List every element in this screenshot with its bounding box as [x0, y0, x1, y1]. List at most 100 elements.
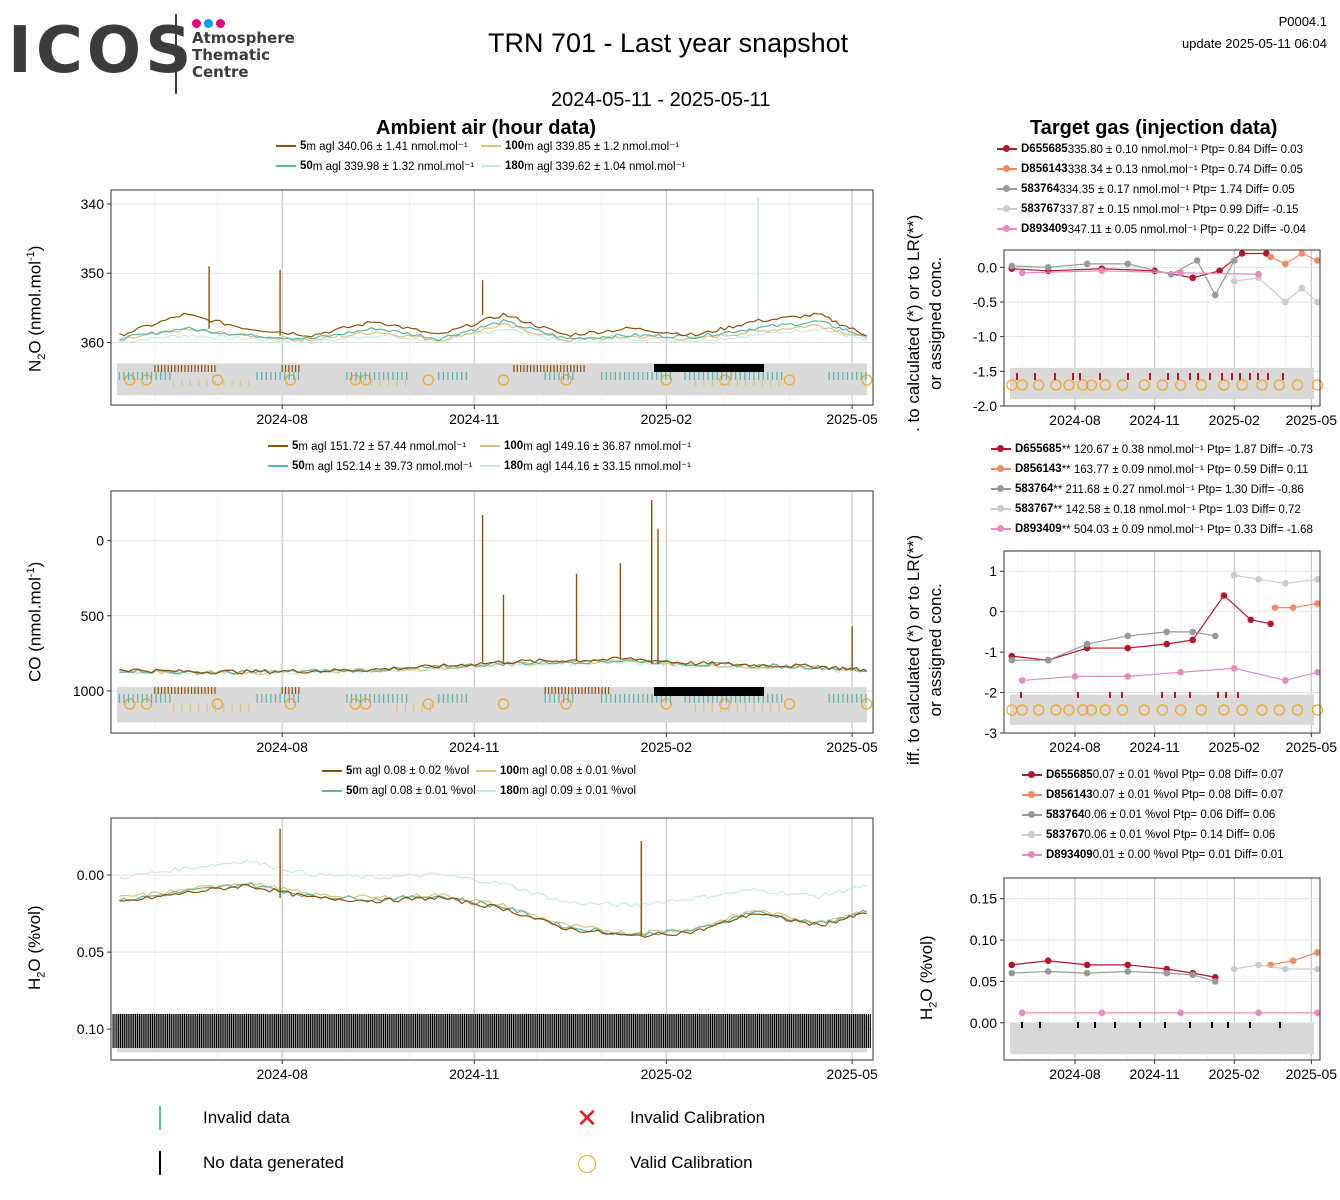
calibration-marker: [1117, 704, 1129, 716]
doc-id: P0004.1: [1278, 14, 1327, 29]
y-tick-label: 0.05: [77, 944, 104, 960]
data-point: [1189, 636, 1197, 644]
legend-entry: 583764 0.06 ± 0.01 %vol Ptp= 0.06 Diff= …: [1022, 805, 1284, 825]
calibration-marker: [1063, 379, 1075, 391]
series-line: [1234, 277, 1318, 303]
data-point: [1314, 1009, 1321, 1017]
y-tick-label: 1000: [73, 683, 104, 699]
logo-dot: [204, 19, 213, 28]
x-tick-label: 2025-05: [826, 1066, 878, 1082]
y-tick-label: -1.5: [973, 363, 997, 379]
data-point: [1163, 628, 1171, 636]
legend-entry: 583764 334.35 ± 0.17 nmol.mol⁻¹ Ptp= 1.7…: [997, 179, 1306, 199]
series-line: [1011, 631, 1216, 661]
y-tick-label: 500: [81, 608, 105, 624]
data-point: [1044, 957, 1052, 965]
data-point: [1018, 677, 1026, 684]
calibration-marker: [1156, 379, 1169, 391]
data-point: [1177, 669, 1184, 676]
y-tick-label: 340: [81, 196, 105, 212]
x-tick-label: 2025-02: [641, 1066, 693, 1082]
data-point: [1177, 269, 1184, 277]
series-line: [119, 328, 868, 345]
legend-entry: 100 m agl 0.08 ± 0.01 %vol: [476, 765, 636, 777]
data-point: [1314, 298, 1321, 306]
no-data-block: [654, 687, 764, 696]
y-tick-label: -0.5: [973, 294, 997, 310]
data-point: [1008, 961, 1016, 969]
x-tick-label: 2025-05: [826, 739, 878, 755]
data-point: [1230, 664, 1238, 672]
series-line: [1234, 574, 1318, 584]
series-line: [1022, 270, 1259, 275]
calibration-marker: [1099, 379, 1111, 391]
data-point: [1255, 961, 1262, 969]
calibration-marker: [497, 374, 510, 386]
legend-swatch: [480, 445, 500, 447]
legend-entry: 50 m agl 339.98 ± 1.32 nmol.mol⁻¹: [276, 159, 474, 173]
y-tick-label: 0.00: [77, 867, 104, 883]
legend-entry: 50 m agl 0.08 ± 0.01 %vol: [322, 785, 476, 797]
y-tick-label: 0.10: [970, 932, 997, 948]
calibration-marker: [1138, 379, 1150, 391]
no-data-blocks: [654, 364, 764, 696]
h2o-no-data-strip: [112, 1014, 871, 1048]
plot-frame: [110, 490, 874, 734]
data-point: [1314, 669, 1321, 676]
legend-swatch: [276, 165, 296, 167]
data-point: [1282, 677, 1289, 684]
legend-entry: 180 m agl 0.09 ± 0.01 %vol: [476, 785, 636, 797]
x-tick-label: 2024-08: [256, 411, 308, 427]
x-tick-label: 2024-08: [1049, 412, 1101, 428]
y-tick-label: -3: [985, 725, 998, 741]
plot-frame: [1003, 877, 1321, 1061]
calibration-marker: [1077, 704, 1089, 716]
data-point: [1271, 604, 1279, 611]
data-point: [1177, 1009, 1184, 1017]
data-point: [1018, 269, 1026, 277]
logo-line: Centre: [192, 63, 249, 81]
y-tick-label: 0.10: [77, 1021, 104, 1037]
legend-entry: 50 m agl 152.14 ± 39.73 nmol.mol⁻¹: [268, 459, 473, 473]
logo-line: Thematic: [192, 46, 271, 64]
data-point: [1189, 971, 1197, 979]
y-tick-label: 0.0: [978, 259, 998, 275]
legend-swatch: [268, 445, 288, 447]
target-n2o-chart: -2.0 -1.5 -1.0 -0.5 0.0 2024-08 2024-11 2025-02…: [973, 249, 1337, 428]
x-tick-label: 2024-08: [1049, 739, 1101, 755]
data-point: [1314, 600, 1321, 607]
calibration-marker: [1195, 379, 1207, 391]
series-line: [119, 318, 868, 342]
data-point: [1163, 969, 1171, 977]
target-n2o-legend: D655685 335.80 ± 0.10 nmol.mol⁻¹ Ptp= 0.…: [997, 139, 1306, 239]
x-tick-label: 2024-11: [1129, 1066, 1180, 1082]
calibration-marker: [211, 374, 224, 386]
legend-entry: 180 m agl 339.62 ± 1.04 nmol.mol⁻¹: [481, 159, 686, 173]
calibration-marker: [124, 698, 136, 710]
legend-entry: D893409 347.11 ± 0.05 nmol.mol⁻¹ Ptp= 0.…: [997, 219, 1306, 239]
logo-divider: [175, 14, 177, 94]
logo-dot: [192, 19, 201, 28]
legend-swatch: [1022, 791, 1042, 798]
legend-entry: D856143 ** 163.77 ± 0.09 nmol.mol⁻¹ Ptp= …: [991, 459, 1313, 479]
calibration-marker: [1236, 704, 1248, 716]
plot-frame: [110, 817, 874, 1061]
y-tick-label: 1: [989, 563, 997, 579]
logo-dot: [216, 19, 225, 28]
legend-swatch: [997, 225, 1017, 232]
plot-frame: [110, 189, 874, 406]
plot-frame: [1003, 249, 1321, 407]
legend-swatch: [1022, 771, 1042, 778]
legend-entry: 583767 337.87 ± 0.15 nmol.mol⁻¹ Ptp= 0.9…: [997, 199, 1306, 219]
data-point: [1083, 969, 1091, 977]
target-h2o-chart: 0.00 0.05 0.10 0.15 2024-08 2024-11 2025-02 202…: [970, 877, 1337, 1082]
invalid-data-legend-label: Invalid data: [203, 1108, 290, 1127]
calibration-marker: [422, 698, 434, 710]
co-flag-strip: [173, 703, 780, 712]
data-point: [1098, 1009, 1106, 1017]
calibration-marker: [124, 374, 136, 386]
x-tick-label: 2025-02: [1209, 412, 1261, 428]
calibration-marker: [783, 698, 796, 710]
data-point: [1189, 274, 1197, 282]
legend-entry: 583767 0.06 ± 0.01 %vol Ptp= 0.14 Diff= …: [1022, 825, 1284, 845]
